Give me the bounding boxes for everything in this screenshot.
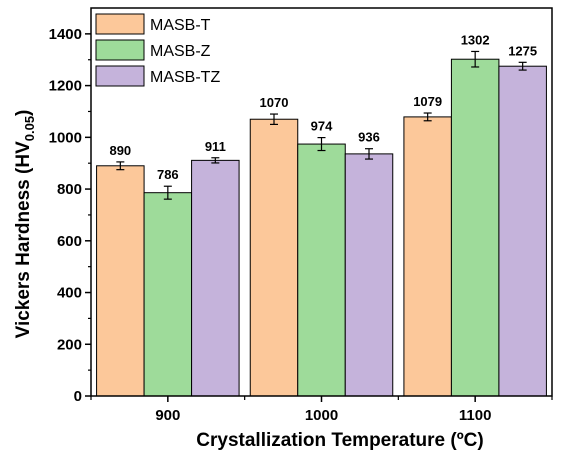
legend-item-masb-tz: MASB-TZ (95, 65, 220, 87)
x-tick-label-1100: 1100 (459, 407, 492, 424)
legend-swatch (95, 13, 145, 35)
legend-label: MASB-Z (150, 43, 211, 60)
error-bar-masb-z-900 (163, 185, 172, 200)
x-tick-label-1000: 1000 (305, 407, 338, 424)
legend-label: MASB-T (150, 17, 211, 34)
y-axis-title-subscript: 0.05 (22, 116, 37, 141)
bar-masb-z-900 (143, 192, 193, 397)
data-label-masb-t-1100: 1079 (413, 94, 442, 109)
bar-masb-z-1000 (297, 143, 346, 397)
plot-frame (90, 7, 553, 397)
y-tick-label-400: 400 (57, 285, 82, 302)
legend-label: MASB-TZ (150, 69, 220, 86)
data-label-masb-t-900: 890 (109, 143, 131, 158)
legend-swatch (95, 65, 145, 87)
axes-layer: 900 1000 1100 0 200 400 600 800 1000 1200 1400 (49, 7, 553, 424)
y-axis-title: Vickers Hardness (HV0.05) (13, 110, 37, 339)
y-tick-label-1000: 1000 (49, 129, 82, 146)
data-label-masb-t-1000: 1070 (260, 95, 289, 110)
error-bars-layer (116, 50, 527, 200)
y-tick-label-600: 600 (57, 233, 82, 250)
error-bar-masb-t-900 (116, 161, 125, 171)
error-bar-masb-t-1000 (270, 113, 278, 126)
error-bar-masb-z-1100 (471, 50, 480, 68)
bar-masb-t-900 (96, 165, 145, 397)
error-bar-masb-t-1100 (423, 112, 432, 122)
bar-masb-t-1100 (403, 116, 452, 397)
data-label-masb-z-1100: 1302 (461, 32, 490, 47)
y-axis-title-main: Vickers Hardness (HV (13, 141, 34, 338)
x-tick-label-900: 900 (155, 407, 180, 424)
error-bar-masb-z-1000 (317, 136, 326, 152)
bar-masb-tz-900 (191, 159, 240, 397)
bar-masb-t-1000 (249, 118, 299, 397)
legend-item-masb-t: MASB-T (95, 13, 211, 35)
data-label-masb-tz-1000: 936 (358, 130, 380, 145)
y-tick-label-1200: 1200 (49, 78, 82, 95)
bars-layer (96, 58, 547, 397)
data-label-masb-z-1000: 974 (311, 119, 333, 134)
bar-masb-tz-1000 (344, 153, 394, 397)
bar-masb-z-1100 (450, 58, 500, 397)
x-axis-title: Crystallization Temperature (ºC) (196, 430, 483, 451)
error-bar-masb-tz-1000 (365, 148, 373, 160)
y-tick-label-0: 0 (74, 388, 82, 405)
y-tick-label-200: 200 (57, 336, 82, 353)
y-tick-label-800: 800 (57, 181, 82, 198)
bar-masb-tz-1100 (498, 65, 547, 397)
y-axis-title-close: ) (13, 110, 34, 116)
error-bar-masb-tz-900 (211, 157, 220, 164)
y-tick-label-1400: 1400 (49, 26, 82, 43)
data-label-masb-tz-1100: 1275 (508, 43, 537, 58)
data-label-masb-tz-900: 911 (205, 139, 226, 154)
data-label-masb-z-900: 786 (157, 167, 179, 182)
data-labels-layer: 890 786 911 1070 974 936 1079 1302 1275 (109, 32, 537, 182)
error-bar-masb-tz-1100 (518, 61, 527, 71)
legend-swatch (95, 39, 145, 61)
legend: MASB-T MASB-Z MASB-TZ (95, 13, 220, 87)
legend-item-masb-z: MASB-Z (95, 39, 211, 61)
